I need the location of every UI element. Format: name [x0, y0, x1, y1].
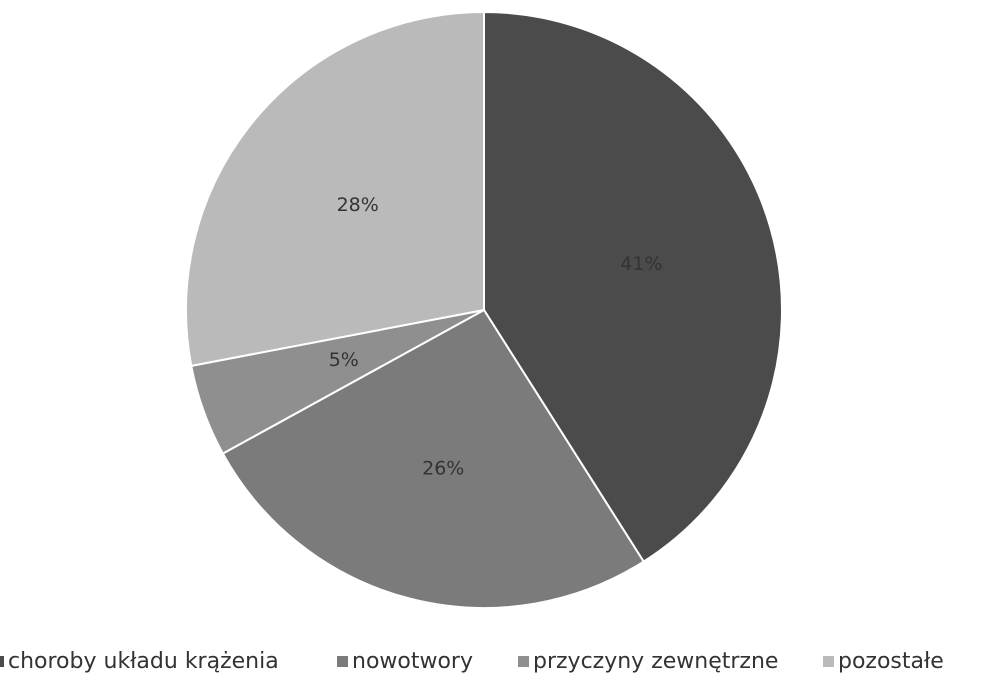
- legend-marker: [823, 656, 834, 667]
- data-label: 26%: [422, 457, 464, 479]
- legend-label: nowotwory: [352, 649, 473, 674]
- pie-slice: [185, 10, 485, 368]
- legend-marker: [0, 656, 4, 667]
- legend-label: przyczyny zewnętrzne: [533, 649, 778, 674]
- data-label: 41%: [620, 253, 662, 275]
- legend-marker: [518, 656, 529, 667]
- legend-label: pozostałe: [838, 649, 944, 674]
- data-label: 5%: [329, 349, 359, 371]
- legend-marker: [337, 656, 348, 667]
- data-label: 28%: [337, 194, 379, 216]
- pie-slice: [221, 308, 646, 609]
- pie-slice: [483, 10, 783, 563]
- legend-label: choroby układu krążenia: [8, 649, 279, 674]
